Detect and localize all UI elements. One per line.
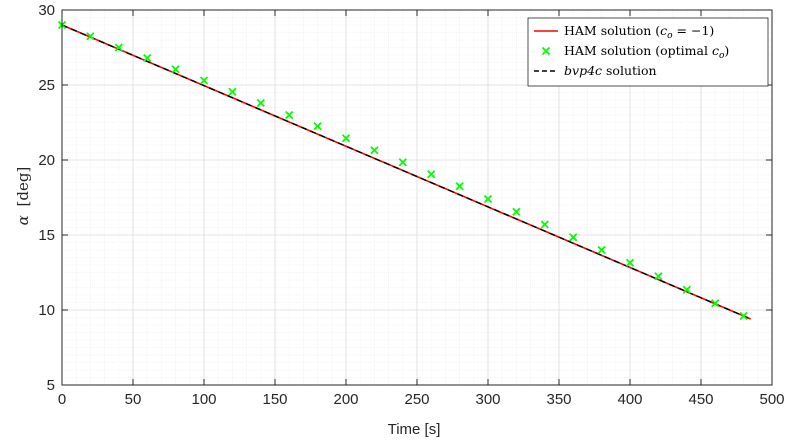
data-point — [285, 110, 294, 120]
x-tick-label: 250 — [404, 391, 429, 408]
data-point — [86, 32, 95, 41]
legend-label: HAM solution (co = −1) — [564, 23, 714, 41]
data-point — [143, 53, 152, 63]
data-point — [171, 65, 180, 74]
data-point — [455, 182, 464, 191]
data-point — [256, 98, 265, 108]
y-tick-label: 20 — [38, 152, 55, 169]
y-tick-label: 10 — [38, 302, 55, 319]
legend: HAM solution (co = −1) HAM solution (opti… — [527, 17, 769, 87]
data-point — [711, 299, 720, 308]
x-tick-label: 50 — [125, 391, 142, 408]
x-tick-label: 300 — [475, 391, 500, 408]
data-point — [483, 194, 493, 204]
y-tick-label: 30 — [38, 2, 55, 19]
data-point — [370, 146, 379, 155]
x-axis-label: Time [s] — [388, 421, 441, 438]
y-axis-label-symbol: α — [14, 215, 32, 225]
x-tick-label: 150 — [262, 391, 287, 408]
data-point — [739, 311, 748, 321]
y-axis-label: α [deg] — [14, 167, 32, 226]
y-tick-label: 15 — [38, 227, 55, 244]
data-point — [313, 122, 322, 131]
data-point — [540, 220, 549, 229]
data-point — [625, 258, 635, 267]
grid — [61, 9, 773, 386]
data-point — [341, 134, 351, 143]
data-point — [682, 285, 691, 294]
x-tick-label: 200 — [333, 391, 358, 408]
data-point — [398, 158, 407, 167]
y-tick-label: 25 — [38, 77, 55, 94]
data-point — [228, 87, 237, 96]
data-point — [199, 76, 209, 85]
x-tick-label: 400 — [617, 391, 642, 408]
y-axis-label-unit: [deg] — [14, 167, 32, 207]
legend-label: bvp4c solution — [564, 63, 657, 78]
x-tick-label: 0 — [58, 391, 66, 408]
x-tick-label: 450 — [688, 391, 713, 408]
legend-label: HAM solution (optimal co) — [564, 43, 729, 61]
data-point — [114, 43, 123, 52]
axes — [61, 9, 773, 386]
series-bvp4c-line — [61, 24, 751, 320]
data-point — [569, 233, 578, 242]
tick-labels: 0 50 100 150 200 250 300 350 400 450 500 5 10 15 20 25 3… — [38, 2, 784, 408]
legend-swatch-optimal — [541, 46, 551, 56]
data-point — [427, 170, 436, 179]
legend-box — [527, 17, 769, 87]
y-tick-label: 5 — [47, 377, 55, 394]
x-tick-label: 100 — [191, 391, 216, 408]
x-tick-label: 350 — [546, 391, 571, 408]
svg-text:α [deg]: α [deg] — [14, 167, 32, 226]
data-point — [512, 207, 521, 216]
data-point — [654, 272, 663, 281]
data-point — [597, 245, 606, 255]
x-tick-label: 500 — [759, 391, 784, 408]
